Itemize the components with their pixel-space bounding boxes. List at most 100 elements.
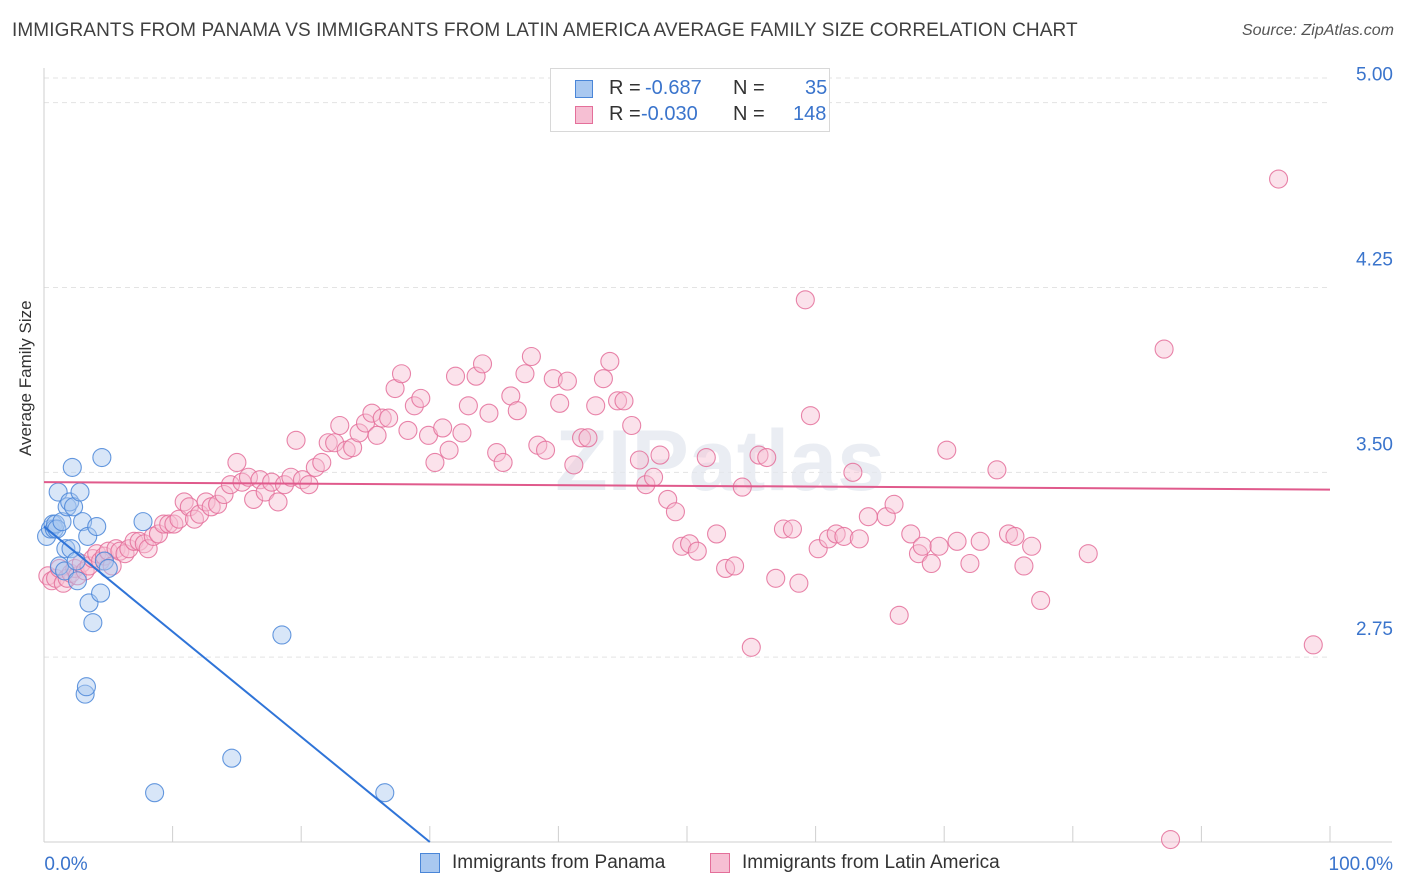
panama-point bbox=[75, 684, 95, 704]
latin-america-point bbox=[644, 467, 664, 487]
latin-america-point bbox=[458, 396, 478, 416]
latin-america-point bbox=[629, 450, 649, 470]
y-axis-label: Average Family Size bbox=[16, 300, 35, 456]
latin-america-point bbox=[912, 536, 932, 556]
panama-point bbox=[222, 748, 242, 768]
latin-america-point bbox=[970, 531, 990, 551]
latin-america-point bbox=[214, 484, 234, 505]
latin-america-point bbox=[1269, 169, 1289, 189]
latin-america-point bbox=[826, 524, 846, 544]
latin-america-point bbox=[98, 541, 118, 561]
latin-america-point bbox=[658, 489, 678, 509]
panama-point bbox=[87, 516, 107, 537]
latin-america-point bbox=[138, 539, 158, 559]
latin-america-point bbox=[543, 369, 563, 389]
latin-america-point bbox=[515, 364, 535, 384]
latin-america-point bbox=[507, 401, 527, 421]
bottom-legend-label: Immigrants from Panama bbox=[452, 852, 666, 873]
panama-point bbox=[375, 783, 395, 803]
latin-america-point bbox=[571, 428, 592, 448]
latin-america-point bbox=[1160, 829, 1181, 850]
latin-america-point bbox=[305, 457, 325, 477]
latin-america-point bbox=[379, 408, 399, 428]
tick-labels: 2.75 3.50 4.25 5.00 0.0% 100.0% bbox=[44, 65, 1393, 875]
latin-america-point bbox=[244, 489, 264, 509]
panama-point bbox=[57, 497, 77, 517]
latin-america-point bbox=[479, 403, 499, 423]
latin-america-point bbox=[312, 452, 332, 473]
bottom-legend-label: Immigrants from Latin America bbox=[742, 852, 1000, 873]
latin-america-point bbox=[433, 418, 453, 438]
axes bbox=[43, 68, 1392, 843]
legend-r-label: R = bbox=[609, 103, 641, 125]
panama-point bbox=[76, 677, 96, 697]
latin-america-trend-line bbox=[43, 481, 1331, 491]
chart-title: IMMIGRANTS FROM PANAMA VS IMMIGRANTS FRO… bbox=[12, 20, 1078, 41]
latin-america-point bbox=[367, 425, 387, 445]
latin-america-point bbox=[1154, 339, 1174, 359]
latin-america-point bbox=[650, 445, 670, 465]
latin-america-point bbox=[493, 452, 513, 473]
latin-america-point bbox=[622, 415, 642, 436]
latin-america-point bbox=[238, 467, 259, 487]
panama-point bbox=[62, 457, 82, 477]
latin-america-point bbox=[330, 415, 350, 436]
y-tick-label: 3.50 bbox=[1356, 434, 1393, 455]
latin-america-point bbox=[741, 637, 761, 657]
latin-america-point bbox=[766, 568, 786, 588]
panama-trend-line bbox=[43, 525, 431, 843]
latin-america-point bbox=[858, 507, 878, 527]
latin-america-point bbox=[169, 509, 189, 529]
legend-r-label: R = bbox=[609, 77, 641, 99]
latin-america-point bbox=[439, 440, 459, 460]
y-tick-label: 5.00 bbox=[1356, 65, 1393, 86]
panama-point bbox=[73, 512, 93, 532]
latin-america-point bbox=[707, 524, 727, 544]
latin-america-point bbox=[521, 346, 541, 367]
latin-america-point bbox=[884, 494, 904, 514]
latin-america-point bbox=[1005, 526, 1025, 546]
latin-america-point bbox=[148, 524, 169, 544]
latin-america-point bbox=[466, 366, 486, 386]
series-latin-america bbox=[38, 169, 1323, 850]
latin-america-point bbox=[586, 396, 606, 416]
latin-america-point bbox=[929, 536, 949, 556]
latin-america-point bbox=[564, 455, 584, 475]
legend-swatch-blue bbox=[575, 80, 593, 98]
latin-america-point bbox=[398, 420, 418, 440]
latin-america-point bbox=[404, 396, 424, 416]
latin-america-point bbox=[960, 553, 980, 574]
x-tick-label-min: 0.0% bbox=[44, 854, 87, 875]
latin-america-point bbox=[795, 290, 815, 310]
latin-america-point bbox=[281, 467, 301, 487]
latin-america-point bbox=[425, 452, 445, 473]
latin-america-point bbox=[1303, 635, 1323, 655]
latin-america-point bbox=[614, 391, 634, 411]
latin-america-point bbox=[391, 364, 412, 384]
latin-america-point bbox=[921, 553, 941, 574]
latin-america-point bbox=[268, 492, 288, 512]
panama-point bbox=[83, 613, 103, 633]
latin-america-point bbox=[154, 514, 174, 534]
latin-america-point bbox=[411, 388, 431, 408]
latin-america-point bbox=[901, 524, 921, 544]
latin-america-point bbox=[208, 494, 228, 514]
panama-point bbox=[67, 571, 87, 591]
watermark: ZIPatlas bbox=[555, 413, 885, 509]
latin-america-point bbox=[593, 369, 613, 389]
latin-america-point bbox=[550, 393, 570, 413]
latin-america-point bbox=[947, 531, 967, 551]
latin-america-point bbox=[159, 514, 179, 534]
trend-lines bbox=[43, 481, 1331, 843]
latin-america-point bbox=[472, 354, 493, 374]
panama-point bbox=[272, 625, 292, 645]
panama-point bbox=[91, 583, 111, 603]
panama-point bbox=[98, 558, 118, 578]
panama-point bbox=[56, 539, 76, 559]
bottom-legend-swatch-blue bbox=[420, 853, 440, 873]
x-tick-label-max: 100.0% bbox=[1329, 854, 1394, 875]
latin-america-point bbox=[578, 428, 598, 448]
latin-america-point bbox=[1031, 590, 1051, 611]
latin-america-point bbox=[987, 460, 1007, 480]
